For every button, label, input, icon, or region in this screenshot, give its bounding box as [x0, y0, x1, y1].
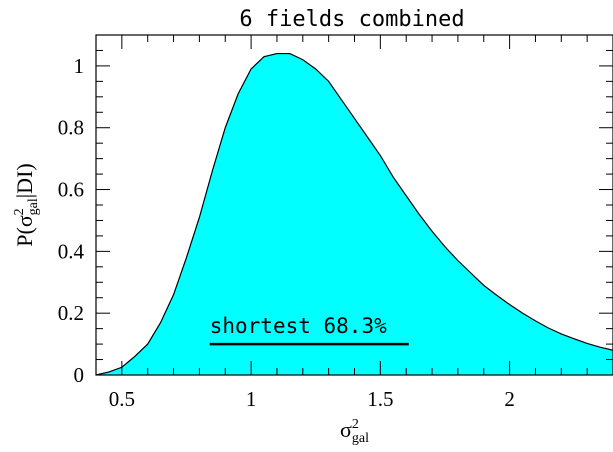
y-tick-label: 0.8: [58, 116, 84, 140]
y-tick-label: 1: [74, 54, 85, 78]
x-tick-label: 2: [504, 387, 515, 411]
posterior-curve: [95, 52, 613, 376]
x-tick-label: 1.5: [367, 387, 393, 411]
axes: 0.5 1 1.5 2 0 0.2 0.4 0.6 0.8 1: [58, 34, 613, 411]
y-tick-label: 0: [74, 363, 85, 387]
x-axis-label: σ2 gal: [340, 417, 369, 446]
x-tick-label: 0.5: [109, 387, 135, 411]
interval-label: shortest 68.3%: [210, 314, 387, 338]
y-tick-label: 0.6: [58, 178, 84, 202]
x-tick-label: 1: [246, 387, 257, 411]
y-axis-label: P(σ2gal|DI): [12, 163, 41, 246]
svg-text:σ2gal: σ2 gal: [340, 417, 369, 446]
y-tick-label: 0.4: [58, 239, 85, 263]
y-tick-label: 0.2: [58, 301, 84, 325]
posterior-fill: [96, 53, 613, 376]
chart-title: 6 fields combined: [239, 7, 464, 32]
plot-area: shortest 68.3%: [95, 52, 613, 376]
svg-text:P(σ2gal|DI): P(σ2gal|DI): [12, 163, 41, 246]
